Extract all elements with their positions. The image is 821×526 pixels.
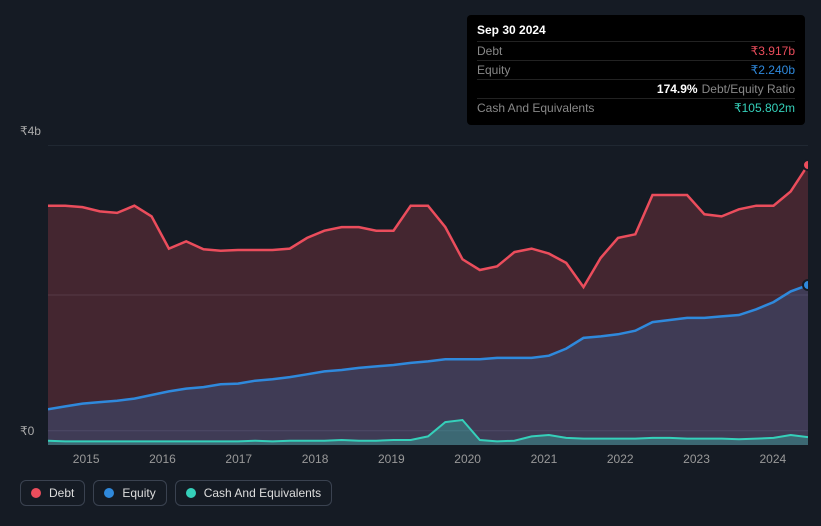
tooltip-row-cash: Cash And Equivalents ₹105.802m <box>477 98 795 117</box>
legend-label: Debt <box>49 486 74 500</box>
tooltip-row-equity: Equity ₹2.240b <box>477 60 795 79</box>
tooltip-row-debt: Debt ₹3.917b <box>477 41 795 60</box>
y-axis-label: ₹4b <box>20 124 41 138</box>
tooltip-ratio: 174.9% Debt/Equity Ratio <box>657 82 795 96</box>
tooltip-label: Cash And Equivalents <box>477 101 594 115</box>
legend-item-cash[interactable]: Cash And Equivalents <box>175 480 332 506</box>
legend-label: Equity <box>122 486 155 500</box>
x-axis-label: 2021 <box>506 452 582 466</box>
ratio-value: 174.9% <box>657 82 698 96</box>
x-axis-label: 2023 <box>658 452 734 466</box>
tooltip-label: Debt <box>477 44 502 58</box>
x-axis-label: 2017 <box>201 452 277 466</box>
chart-legend: Debt Equity Cash And Equivalents <box>20 480 332 506</box>
x-axis-label: 2022 <box>582 452 658 466</box>
x-axis-label: 2019 <box>353 452 429 466</box>
chart-tooltip: Sep 30 2024 Debt ₹3.917b Equity ₹2.240b … <box>467 15 805 125</box>
x-axis-label: 2020 <box>429 452 505 466</box>
legend-dot <box>31 488 41 498</box>
tooltip-label: Equity <box>477 63 510 77</box>
tooltip-value: ₹105.802m <box>734 101 795 115</box>
ratio-label: Debt/Equity Ratio <box>702 82 795 96</box>
x-axis-labels: 2015201620172018201920202021202220232024 <box>48 452 811 466</box>
legend-dot <box>186 488 196 498</box>
x-axis-label: 2018 <box>277 452 353 466</box>
legend-item-equity[interactable]: Equity <box>93 480 166 506</box>
legend-label: Cash And Equivalents <box>204 486 321 500</box>
tooltip-value: ₹3.917b <box>751 44 795 58</box>
x-axis-label: 2024 <box>735 452 811 466</box>
x-axis-label: 2016 <box>124 452 200 466</box>
y-axis-label: ₹0 <box>20 424 34 438</box>
legend-dot <box>104 488 114 498</box>
equity-endpoint <box>803 280 808 290</box>
tooltip-value: ₹2.240b <box>751 63 795 77</box>
tooltip-date: Sep 30 2024 <box>477 23 795 37</box>
x-axis-label: 2015 <box>48 452 124 466</box>
debt-endpoint <box>803 160 808 170</box>
tooltip-row-ratio: 174.9% Debt/Equity Ratio <box>477 79 795 98</box>
chart-plot[interactable] <box>48 145 808 445</box>
legend-item-debt[interactable]: Debt <box>20 480 85 506</box>
